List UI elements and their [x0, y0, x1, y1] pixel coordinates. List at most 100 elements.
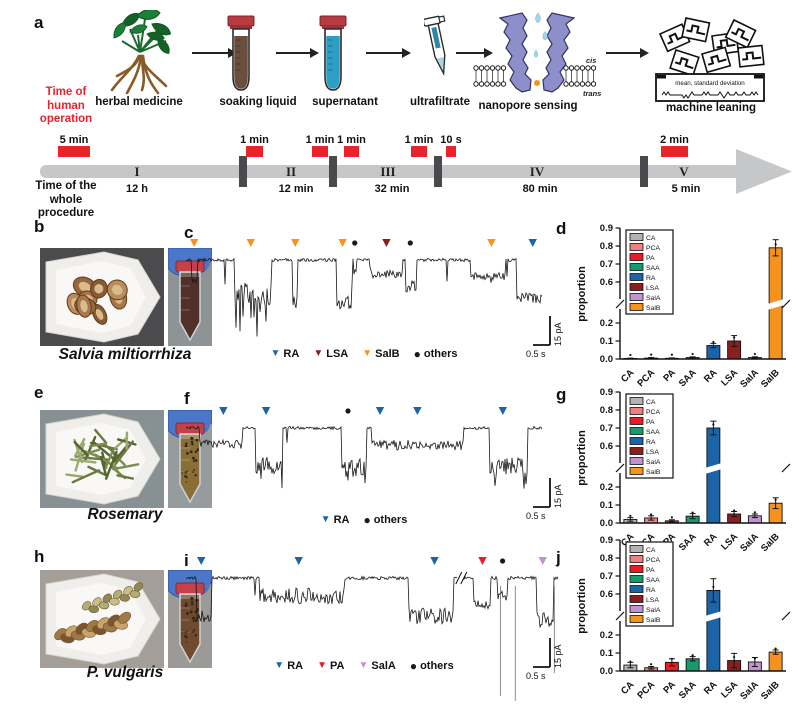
- svg-text:PA: PA: [646, 255, 655, 262]
- svg-text:0.5 s: 0.5 s: [526, 671, 546, 681]
- salvia-tray-photo: [40, 248, 164, 346]
- trace-legend-label: RA: [283, 348, 300, 360]
- svg-text:trans: trans: [583, 89, 601, 98]
- RA-triangle-icon: ▼: [274, 660, 285, 671]
- svg-text:CA: CA: [619, 367, 637, 385]
- svg-text:CA: CA: [646, 399, 656, 406]
- svg-text:0.7: 0.7: [600, 259, 613, 270]
- svg-text:PA: PA: [646, 567, 655, 574]
- svg-text:5 min: 5 min: [60, 134, 89, 146]
- svg-text:PCA: PCA: [646, 557, 660, 564]
- panel-letter-h: h: [34, 547, 45, 566]
- panel-letter-f: f: [184, 389, 190, 408]
- svg-text:cis: cis: [586, 56, 596, 65]
- trace-legend-label: RA: [287, 660, 304, 672]
- svg-text:0.6: 0.6: [600, 441, 613, 452]
- svg-text:SalB: SalB: [646, 305, 661, 312]
- svg-text:SalB: SalB: [759, 679, 782, 702]
- SalA-triangle-icon: ▼: [358, 660, 369, 671]
- svg-text:5 min: 5 min: [672, 183, 701, 195]
- pvulgaris-tray-photo: [40, 570, 164, 668]
- trace-legend-label: LSA: [326, 348, 349, 360]
- trace-legend-item: ▼ RA: [271, 348, 300, 360]
- svg-text:10 s: 10 s: [440, 134, 461, 146]
- svg-text:LSA: LSA: [646, 285, 659, 292]
- trace-legend-f: ▼ RA ● others: [186, 514, 542, 526]
- svg-text:LSA: LSA: [646, 597, 659, 604]
- svg-text:0.1: 0.1: [600, 648, 614, 659]
- herbal-plant-icon: [110, 10, 172, 95]
- step-label-ultrafiltrate: ultrafiltrate: [409, 96, 471, 108]
- proportion-chart-d: CA PCA PA SAA RA LSA SalA SalB 0.0 0.1 0.2 0.6 0.7 0.…: [576, 223, 791, 390]
- svg-text:RA: RA: [646, 587, 656, 594]
- svg-text:2 min: 2 min: [660, 134, 689, 146]
- step-label-machine-leaning: machine leaning: [665, 102, 757, 114]
- panel-letter-i: i: [184, 551, 189, 570]
- panel-letter-g: g: [556, 385, 567, 404]
- svg-text:SalA: SalA: [646, 295, 661, 302]
- svg-text:1 min: 1 min: [405, 134, 434, 146]
- svg-text:SAA: SAA: [646, 577, 660, 584]
- flow-arrow-icon: [192, 47, 237, 58]
- svg-text:0.8: 0.8: [600, 241, 613, 252]
- rosemary-tube-photo: [168, 410, 212, 508]
- svg-text:CA: CA: [646, 547, 656, 554]
- svg-text:0.5 s: 0.5 s: [526, 511, 546, 521]
- panel-letter-a: a: [34, 13, 44, 32]
- rosemary-tray-photo: [40, 410, 164, 508]
- svg-text:0.5 s: 0.5 s: [526, 349, 546, 359]
- svg-text:15 pA: 15 pA: [553, 322, 563, 346]
- svg-text:PA: PA: [646, 419, 655, 426]
- svg-text:SalB: SalB: [646, 469, 661, 476]
- svg-text:0.0: 0.0: [600, 666, 613, 677]
- flow-arrow-icon: [366, 47, 411, 58]
- trace-legend-label: others: [420, 660, 454, 672]
- scale-bar-c: 15 pA 0.5 s: [526, 316, 563, 359]
- soaking-liquid-tube-icon: [227, 15, 255, 91]
- trace-legend-item: ▼ RA: [274, 660, 303, 672]
- svg-text:0.1: 0.1: [600, 500, 614, 511]
- svg-text:PCA: PCA: [646, 245, 660, 252]
- flow-arrow-icon: [276, 47, 319, 58]
- ultrafiltrate-microtube-icon: [424, 15, 446, 76]
- sample-name-rosemary: Rosemary: [87, 506, 163, 523]
- human-operation-time-label: Time of human operation: [39, 86, 93, 126]
- current-trace-f: [186, 407, 542, 489]
- svg-text:IV: IV: [530, 164, 545, 179]
- panel-letter-c: c: [184, 223, 194, 242]
- svg-text:15 pA: 15 pA: [553, 644, 563, 668]
- svg-text:RA: RA: [646, 275, 656, 282]
- flow-arrow-icon: [606, 47, 649, 58]
- LSA-triangle-icon: ▼: [313, 348, 324, 359]
- trace-legend-item: ▼ LSA: [313, 348, 348, 360]
- svg-text:RA: RA: [702, 367, 720, 385]
- svg-text:RA: RA: [702, 679, 720, 697]
- svg-text:15 pA: 15 pA: [553, 484, 563, 508]
- svg-text:0.6: 0.6: [600, 277, 613, 288]
- current-trace-i: [186, 557, 558, 701]
- step-label-supernatant: supernatant: [312, 96, 378, 108]
- supernatant-tube-icon: [319, 15, 347, 91]
- svg-text:PCA: PCA: [635, 679, 657, 701]
- svg-text:SAA: SAA: [646, 265, 660, 272]
- RA-triangle-icon: ▼: [320, 514, 331, 525]
- svg-text:1 min: 1 min: [240, 134, 269, 146]
- step-label-soaking-liquid: soaking liquid: [219, 96, 297, 108]
- svg-text:32 min: 32 min: [375, 183, 410, 195]
- svg-text:0.2: 0.2: [600, 630, 613, 641]
- step-label-nanopore-sensing: nanopore sensing: [478, 100, 578, 112]
- trace-legend-label: others: [373, 514, 408, 526]
- proportion-chart-g: CA PCA PA SAA RA LSA SalA SalB 0.0 0.1 0.2 0.6 0.7 0.…: [576, 387, 791, 554]
- svg-text:0.0: 0.0: [600, 354, 613, 365]
- trace-legend-item: ▼ SalA: [358, 660, 395, 672]
- svg-text:proportion: proportion: [576, 430, 588, 486]
- svg-text:SalA: SalA: [646, 607, 661, 614]
- svg-text:0.7: 0.7: [600, 423, 613, 434]
- panel-letter-b: b: [34, 217, 45, 236]
- svg-text:SAA: SAA: [646, 429, 660, 436]
- svg-text:LSA: LSA: [646, 449, 659, 456]
- trace-legend-item: ● others: [414, 348, 458, 360]
- svg-text:RA: RA: [646, 439, 656, 446]
